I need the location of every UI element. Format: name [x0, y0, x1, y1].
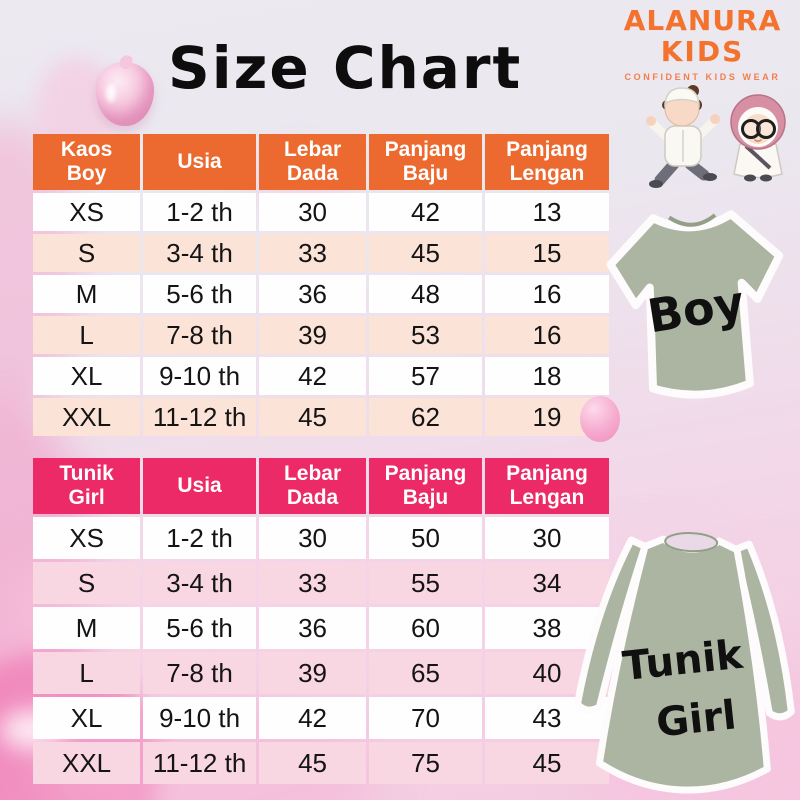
size-cell: 62 — [369, 398, 482, 436]
boy-mascot-illustration — [646, 85, 720, 188]
mascot-characters-illustration — [646, 85, 786, 188]
size-cell: 15 — [484, 234, 609, 272]
size-cell: L — [33, 316, 141, 354]
size-cell: 50 — [369, 517, 482, 559]
size-cell: 36 — [258, 275, 367, 313]
size-cell: 18 — [484, 357, 609, 395]
size-cell: 3-4 th — [143, 234, 256, 272]
size-cell: 39 — [258, 316, 367, 354]
size-cell: 55 — [369, 562, 482, 604]
girl-size-row-xxl: XXL 11-12 th 45 75 45 — [33, 742, 609, 784]
boy-size-row-xs: XS 1-2 th 30 42 13 — [33, 193, 609, 231]
size-cell: XL — [33, 357, 141, 395]
size-cell: 3-4 th — [143, 562, 256, 604]
size-cell: M — [33, 607, 141, 649]
boy-col-header: Panjang Lengan — [484, 134, 609, 190]
size-cell: 70 — [369, 697, 482, 739]
size-cell: 1-2 th — [143, 517, 256, 559]
boy-shirt-shape — [606, 210, 784, 399]
brand-tagline: CONFIDENT KIDS WEAR — [624, 71, 781, 82]
size-cell: XXL — [33, 742, 141, 784]
girl-table-header-row: Tunik Girl Usia Lebar Dada Panjang Baju … — [33, 458, 609, 514]
size-cell: 7-8 th — [143, 652, 256, 694]
size-cell: 45 — [258, 742, 367, 784]
girl-col-header: Usia — [143, 458, 256, 514]
size-cell: 45 — [258, 398, 367, 436]
girl-size-row-s: S 3-4 th 33 55 34 — [33, 562, 609, 604]
size-cell: 48 — [369, 275, 482, 313]
size-cell: 16 — [484, 275, 609, 313]
boy-size-row-xxl: XXL 11-12 th 45 62 19 — [33, 398, 609, 436]
size-cell: 42 — [258, 357, 367, 395]
girl-size-table: Tunik Girl Usia Lebar Dada Panjang Baju … — [30, 455, 612, 787]
size-cell: 5-6 th — [143, 275, 256, 313]
girl-size-row-l: L 7-8 th 39 65 40 — [33, 652, 609, 694]
size-cell: L — [33, 652, 141, 694]
boy-col-header: Usia — [143, 134, 256, 190]
size-cell: 7-8 th — [143, 316, 256, 354]
boy-table-header-row: Kaos Boy Usia Lebar Dada Panjang Baju Pa… — [33, 134, 609, 190]
girl-size-row-xs: XS 1-2 th 30 50 30 — [33, 517, 609, 559]
brand-logo: ALANURA KIDS CONFIDENT KIDS WEAR — [615, 4, 790, 82]
size-cell: XS — [33, 517, 141, 559]
size-cell: 42 — [258, 697, 367, 739]
girl-mascot-illustration — [730, 94, 786, 182]
pink-droplet-decoration — [96, 62, 154, 126]
girl-size-row-m: M 5-6 th 36 60 38 — [33, 607, 609, 649]
boy-size-row-xl: XL 9-10 th 42 57 18 — [33, 357, 609, 395]
brand-name-line2: KIDS — [660, 34, 745, 68]
size-cell: 34 — [484, 562, 609, 604]
size-cell: 9-10 th — [143, 357, 256, 395]
size-cell: 53 — [369, 316, 482, 354]
size-cell: XL — [33, 697, 141, 739]
size-cell: 11-12 th — [143, 398, 256, 436]
boy-size-row-s: S 3-4 th 33 45 15 — [33, 234, 609, 272]
size-cell: 33 — [258, 562, 367, 604]
boy-size-table: Kaos Boy Usia Lebar Dada Panjang Baju Pa… — [30, 131, 612, 439]
boy-shirt-image: Boy — [590, 185, 800, 435]
girl-tunic-image: Tunik Girl — [566, 510, 800, 800]
girl-col-header: Lebar Dada — [258, 458, 367, 514]
girl-col-header: Panjang Baju — [369, 458, 482, 514]
size-cell: 36 — [258, 607, 367, 649]
page-title: Size Chart — [168, 34, 523, 102]
size-cell: 33 — [258, 234, 367, 272]
pink-ball-decoration — [580, 396, 620, 442]
size-cell: 42 — [369, 193, 482, 231]
size-cell: 5-6 th — [143, 607, 256, 649]
size-cell: S — [33, 562, 141, 604]
size-cell: 11-12 th — [143, 742, 256, 784]
size-cell: M — [33, 275, 141, 313]
size-cell: 60 — [369, 607, 482, 649]
boy-col-header: Kaos Boy — [33, 134, 141, 190]
size-cell: 75 — [369, 742, 482, 784]
boy-size-row-m: M 5-6 th 36 48 16 — [33, 275, 609, 313]
girl-col-header: Panjang Lengan — [484, 458, 609, 514]
size-cell: 65 — [369, 652, 482, 694]
size-cell: 9-10 th — [143, 697, 256, 739]
size-cell: 57 — [369, 357, 482, 395]
size-cell: 13 — [484, 193, 609, 231]
boy-col-header: Lebar Dada — [258, 134, 367, 190]
girl-size-row-xl: XL 9-10 th 42 70 43 — [33, 697, 609, 739]
girl-tunic-label-line2: Girl — [654, 692, 738, 746]
size-cell: 30 — [258, 517, 367, 559]
girl-col-header: Tunik Girl — [33, 458, 141, 514]
size-cell: 30 — [484, 517, 609, 559]
brand-name-line1: ALANURA — [623, 4, 782, 37]
size-cell: S — [33, 234, 141, 272]
size-cell: XXL — [33, 398, 141, 436]
size-cell: 39 — [258, 652, 367, 694]
boy-col-header: Panjang Baju — [369, 134, 482, 190]
size-cell: 45 — [369, 234, 482, 272]
size-cell: 16 — [484, 316, 609, 354]
boy-size-row-l: L 7-8 th 39 53 16 — [33, 316, 609, 354]
size-cell: 30 — [258, 193, 367, 231]
size-cell: XS — [33, 193, 141, 231]
size-cell: 1-2 th — [143, 193, 256, 231]
